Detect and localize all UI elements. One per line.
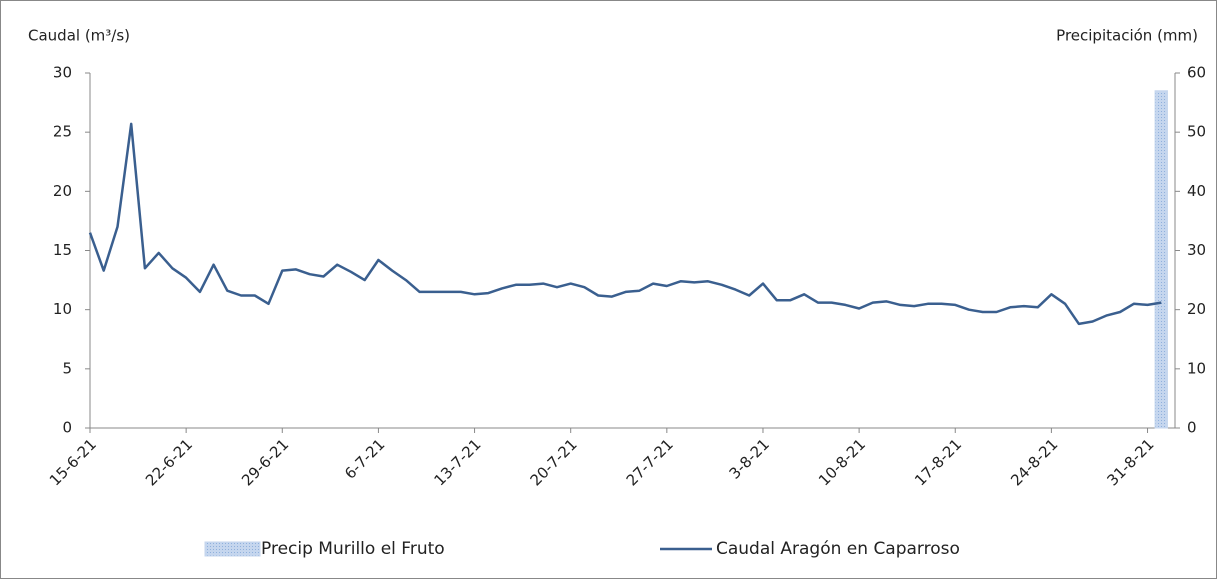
y2-tick-label: 0 [1187,419,1197,437]
y-tick-label: 30 [53,64,72,82]
y2-tick-label: 30 [1187,241,1206,259]
y-tick-label: 20 [53,182,72,200]
y-tick-label: 0 [62,419,72,437]
bar [1154,90,1168,429]
y2-tick-label: 10 [1187,359,1206,377]
legend-label: Caudal Aragón en Caparroso [716,539,960,559]
legend-label: Precip Murillo el Fruto [261,539,445,559]
y-tick-label: 10 [53,300,72,318]
legend-swatch [204,541,261,557]
y2-tick-label: 40 [1187,182,1206,200]
y2-tick-label: 50 [1187,123,1206,141]
line [88,122,1162,326]
y-axis-title: Caudal (m³/s) [28,27,130,45]
y2-axis-title: Precipitación (mm) [1056,27,1198,45]
y2-tick-label: 20 [1187,300,1206,318]
y-tick-label: 5 [62,359,72,377]
y-tick-label: 25 [53,123,72,141]
y-tick-label: 15 [53,241,72,259]
y2-tick-label: 60 [1187,64,1206,82]
